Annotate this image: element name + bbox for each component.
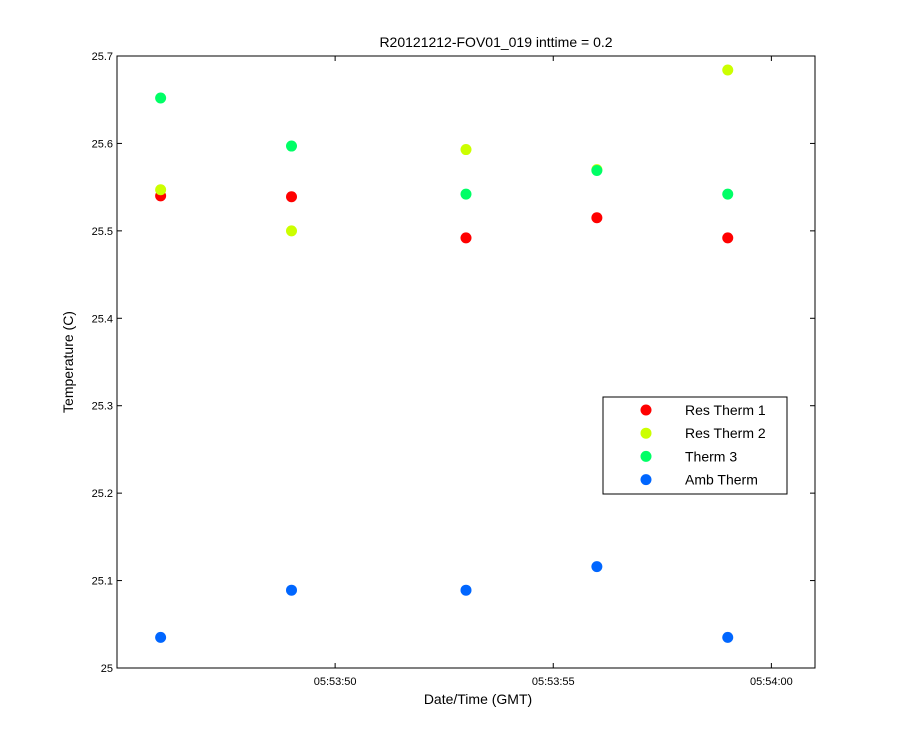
data-point: [591, 561, 603, 573]
data-point: [460, 188, 472, 200]
chart-title: R20121212-FOV01_019 inttime = 0.2: [379, 34, 612, 50]
x-axis-title: Date/Time (GMT): [424, 691, 532, 707]
legend-label: Amb Therm: [685, 472, 758, 488]
legend-box: [602, 396, 788, 495]
data-point: [155, 631, 167, 643]
legend-label: Therm 3: [685, 448, 737, 464]
x-tick-label: 05:54:00: [750, 676, 793, 688]
legend-marker: [640, 404, 652, 416]
data-point: [722, 232, 734, 244]
y-tick-label: 25.6: [92, 138, 113, 150]
data-point: [155, 92, 167, 104]
legend: Res Therm 1 Res Therm 2 Therm 3 Amb Therm: [602, 396, 788, 495]
x-tick-label: 05:53:50: [314, 676, 357, 688]
data-point: [722, 631, 734, 643]
data-point: [591, 212, 603, 224]
y-axis-title: Temperature (C): [60, 311, 76, 413]
data-points: [155, 64, 734, 643]
data-point: [722, 64, 734, 76]
legend-marker: [640, 427, 652, 439]
data-point: [460, 584, 472, 596]
y-axis: 25 25.1 25.2 25.3 25.4 25.5 25.6 25.7: [92, 51, 815, 675]
legend-marker: [640, 450, 652, 462]
data-point: [460, 232, 472, 244]
data-point: [286, 140, 297, 152]
legend-label: Res Therm 1: [685, 402, 766, 418]
series-amb-therm: [155, 561, 734, 643]
y-tick-label: 25: [101, 663, 113, 675]
data-point: [591, 165, 603, 177]
y-tick-label: 25.7: [92, 51, 113, 63]
y-tick-label: 25.2: [92, 488, 113, 500]
data-point: [286, 191, 297, 203]
legend-marker: [640, 474, 652, 486]
data-point: [286, 225, 297, 237]
plot-area: [116, 55, 816, 669]
x-axis: 05:53:50 05:53:55 05:54:00: [314, 56, 793, 688]
y-tick-label: 25.3: [92, 401, 113, 413]
data-point: [722, 188, 734, 200]
y-tick-label: 25.5: [92, 226, 113, 238]
x-tick-label: 05:53:55: [532, 676, 575, 688]
data-point: [155, 184, 167, 196]
data-point: [460, 144, 472, 156]
series-therm-3: [155, 92, 734, 200]
y-tick-label: 25.1: [92, 576, 113, 588]
y-tick-label: 25.4: [92, 313, 113, 325]
data-point: [286, 584, 297, 596]
legend-label: Res Therm 2: [685, 425, 766, 441]
